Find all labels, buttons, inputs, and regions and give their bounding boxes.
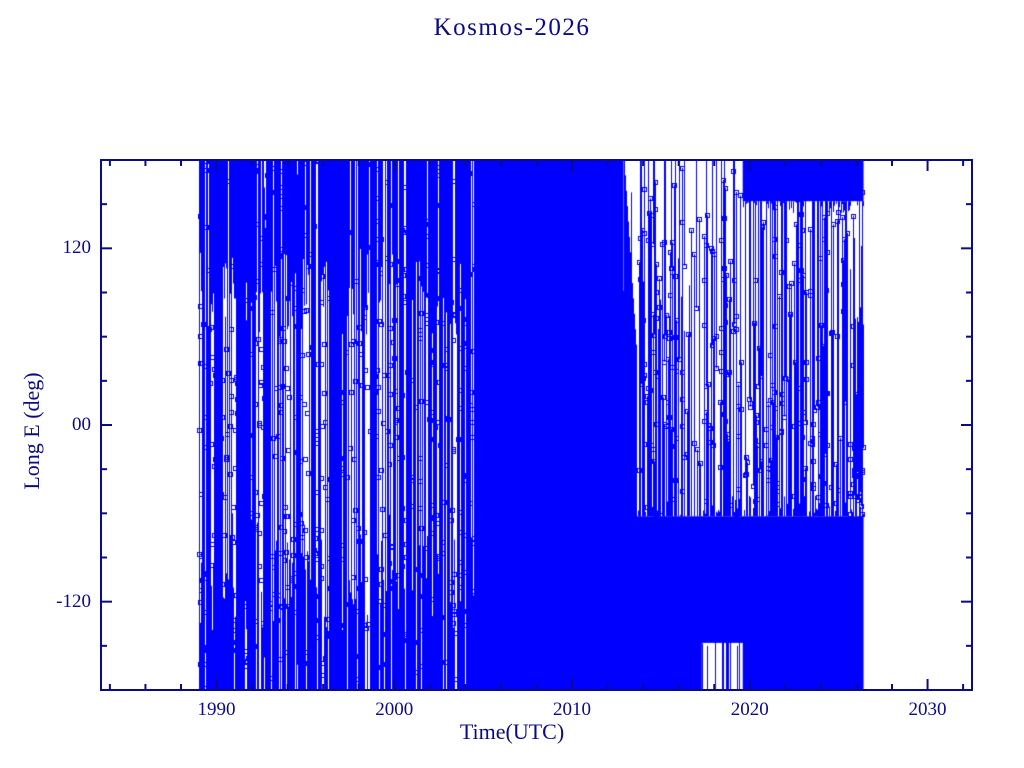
y-tick-label: -120: [56, 590, 91, 612]
x-tick-label: 1990: [197, 699, 236, 720]
data-series-canvas: [101, 160, 972, 690]
y-tick-label: 120: [62, 237, 92, 259]
x-tick-label: 2000: [375, 699, 414, 720]
x-tick-label: 2010: [553, 699, 592, 720]
y-axis-title: Long E (deg): [19, 372, 44, 490]
plot-area: [101, 160, 972, 690]
x-axis-title: Time(UTC): [459, 719, 565, 744]
x-tick-label: 2030: [908, 699, 947, 720]
y-tick-label: 00: [72, 414, 91, 435]
x-tick-label: 2020: [730, 699, 769, 720]
chart-title: Kosmos-2026: [433, 14, 591, 41]
